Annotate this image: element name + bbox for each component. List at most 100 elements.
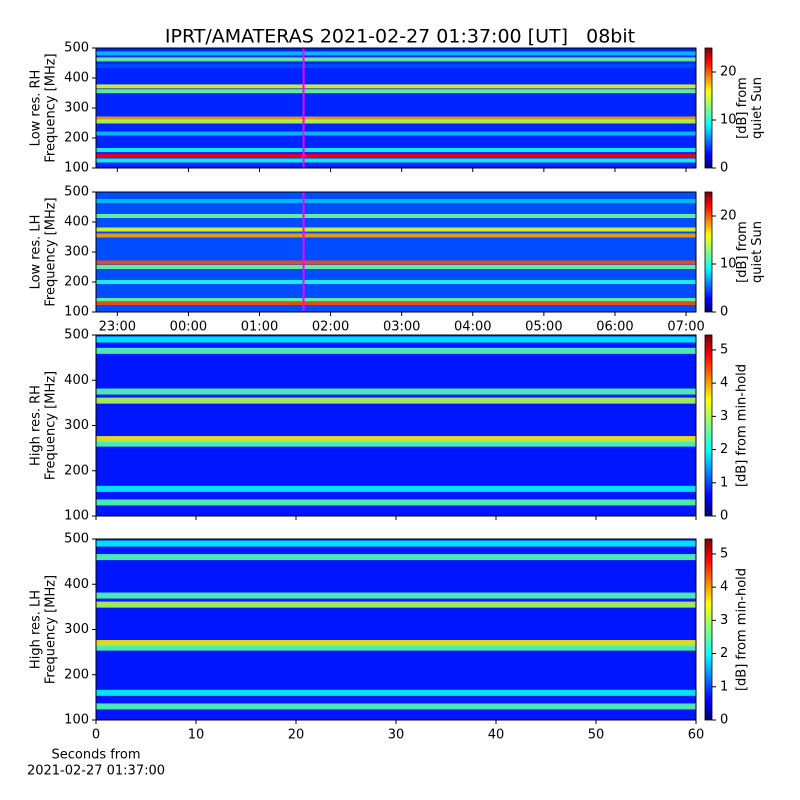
spectral-band	[96, 592, 696, 599]
spectral-band	[96, 554, 696, 561]
x-tick-label: 50	[588, 728, 605, 743]
y-axis-label: Frequency [MHz]	[44, 197, 59, 306]
spectral-band	[96, 131, 696, 136]
spectral-band	[96, 199, 696, 203]
colorbar-label: [dB] from min-hold	[735, 568, 750, 691]
colorbar	[704, 334, 713, 517]
spectral-band	[96, 154, 696, 158]
y-axis-label: Frequency [MHz]	[44, 53, 59, 162]
x-tick-label: 23:00	[99, 320, 136, 335]
x-tick-label: 10	[188, 728, 205, 743]
spectral-band	[96, 347, 696, 354]
x-tick-label: 30	[388, 728, 405, 743]
colorbar-label: [dB] from	[735, 221, 750, 283]
spectral-band	[96, 116, 696, 121]
y-tick-label: 200	[64, 275, 89, 290]
x-axis-label: 2021-02-27 01:37:00	[27, 764, 165, 779]
figure-title: IPRT/AMATERAS 2021-02-27 01:37:00 [UT] 0…	[165, 26, 635, 48]
x-tick-label: 01:00	[241, 320, 278, 335]
spectral-band	[96, 436, 696, 443]
spectral-band	[96, 214, 696, 218]
spectral-band	[96, 485, 696, 492]
colorbar-tick-label: 2	[720, 646, 728, 661]
y-tick-label: 200	[64, 463, 89, 478]
colorbar-tick-label: 5	[720, 546, 728, 561]
colorbar-tick-label: 2	[720, 442, 728, 457]
spectral-band	[96, 265, 696, 269]
colorbar-label: [dB] from min-hold	[735, 364, 750, 487]
colorbar	[704, 47, 713, 169]
spectral-band	[96, 298, 696, 302]
spectral-band	[96, 689, 696, 696]
x-tick-label: 07:00	[667, 320, 704, 335]
y-tick-label: 500	[64, 185, 89, 200]
spectral-band	[96, 148, 696, 152]
y-tick-label: 300	[64, 418, 89, 433]
spectral-band	[96, 336, 696, 343]
spectral-band	[96, 260, 696, 265]
y-tick-label: 200	[64, 667, 89, 682]
spectral-band	[96, 499, 696, 506]
x-tick-label: 04:00	[454, 320, 491, 335]
spectral-band	[96, 64, 696, 68]
spectral-band	[96, 280, 696, 284]
spectral-band	[96, 540, 696, 547]
colorbar-tick-label: 10	[720, 257, 737, 272]
x-tick-label: 02:00	[312, 320, 349, 335]
y-tick-label: 500	[64, 41, 89, 56]
x-axis-label: Seconds from	[51, 748, 140, 763]
colorbar-tick-label: 20	[720, 65, 737, 80]
colorbar	[704, 538, 713, 721]
spectral-band	[96, 703, 696, 710]
spectral-band	[96, 640, 696, 647]
y-axis-label: High res. RH	[29, 385, 44, 466]
colorbar-label: quiet Sun	[750, 77, 765, 139]
spectral-band	[96, 227, 696, 232]
colorbar-tick-label: 10	[720, 113, 737, 128]
y-axis-label: High res. LH	[29, 590, 44, 669]
spectral-band	[96, 601, 696, 608]
y-axis-label: Frequency [MHz]	[44, 575, 59, 684]
spectral-band	[96, 51, 696, 56]
colorbar-tick-label: 3	[720, 409, 728, 424]
colorbar-tick-label: 0	[720, 161, 728, 176]
y-tick-label: 400	[64, 71, 89, 86]
y-tick-label: 400	[64, 215, 89, 230]
colorbar-tick-label: 0	[720, 713, 728, 728]
y-tick-label: 100	[64, 509, 89, 524]
colorbar-tick-label: 1	[720, 679, 728, 694]
colorbar-label: quiet Sun	[750, 221, 765, 283]
y-tick-label: 200	[64, 131, 89, 146]
spectral-band	[96, 84, 696, 89]
y-tick-label: 500	[64, 532, 89, 547]
x-tick-label: 0	[92, 728, 100, 743]
y-tick-label: 100	[64, 161, 89, 176]
colorbar-tick-label: 20	[720, 209, 737, 224]
spectral-band	[96, 89, 696, 94]
y-tick-label: 400	[64, 373, 89, 388]
colorbar-tick-label: 0	[720, 509, 728, 524]
spectral-band	[96, 158, 696, 163]
colorbar-tick-label: 1	[720, 475, 728, 490]
heatmap-background	[96, 192, 696, 312]
x-tick-label: 05:00	[525, 320, 562, 335]
x-tick-label: 03:00	[383, 320, 420, 335]
y-axis-label: Low res. RH	[29, 70, 44, 147]
x-tick-label: 06:00	[596, 320, 633, 335]
x-tick-label: 00:00	[170, 320, 207, 335]
spectral-band	[96, 440, 696, 447]
colorbar-tick-label: 4	[720, 376, 728, 391]
colorbar-tick-label: 4	[720, 580, 728, 595]
colorbar-tick-label: 5	[720, 342, 728, 357]
x-tick-label: 60	[688, 728, 705, 743]
x-tick-label: 40	[488, 728, 505, 743]
spectral-band	[96, 119, 696, 124]
y-tick-label: 300	[64, 101, 89, 116]
spectral-band	[96, 301, 696, 305]
y-tick-label: 500	[64, 328, 89, 343]
y-tick-label: 100	[64, 713, 89, 728]
colorbar-label: [dB] from	[735, 77, 750, 139]
colorbar	[704, 191, 713, 313]
y-tick-label: 300	[64, 245, 89, 260]
